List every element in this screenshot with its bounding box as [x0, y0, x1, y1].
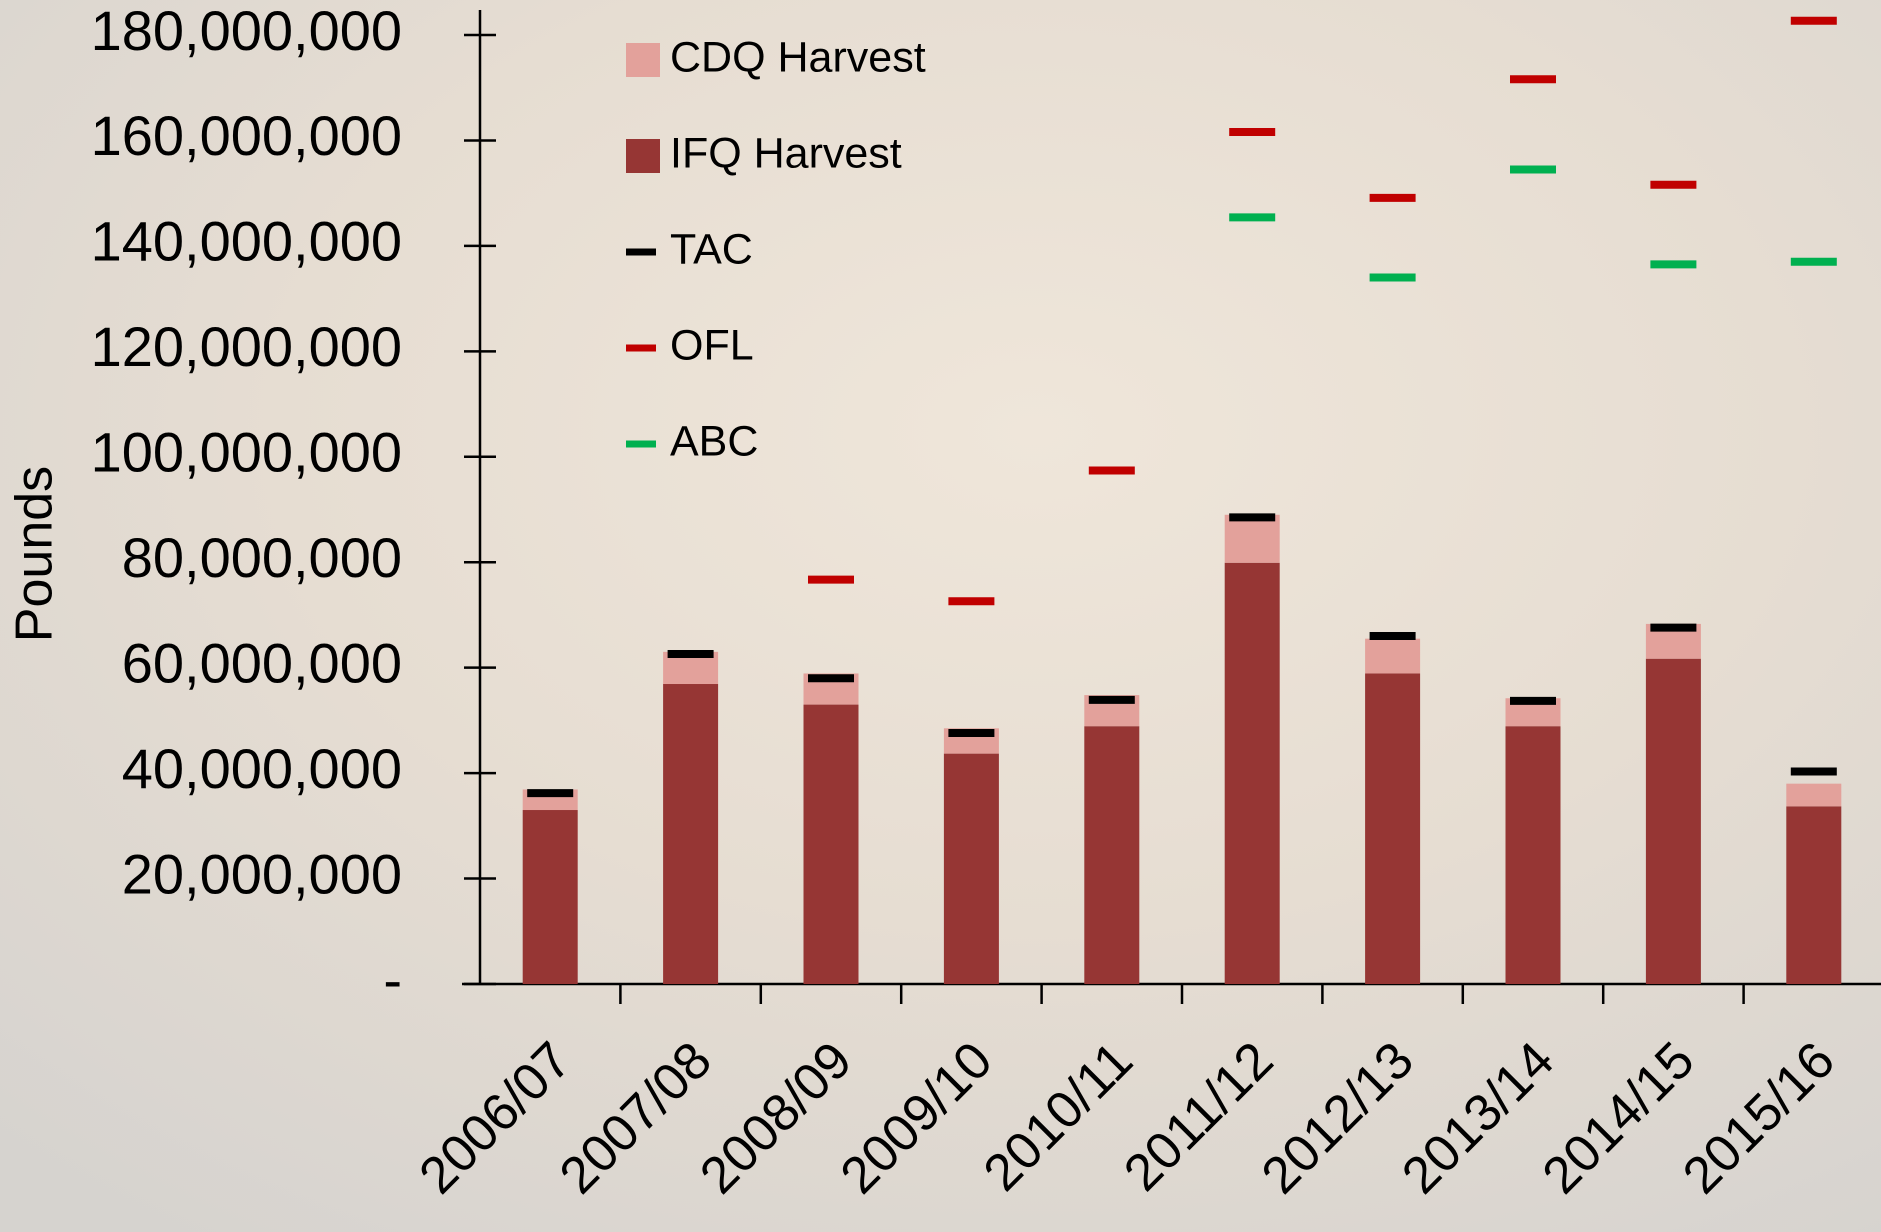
y-tick-label: - [383, 948, 402, 1011]
bar-segment [1365, 638, 1421, 674]
bar-segment [1224, 514, 1280, 563]
bar-segment [663, 684, 719, 984]
y-tick-label: 60,000,000 [122, 631, 402, 694]
bar-segment [1786, 806, 1842, 984]
legend-swatch [626, 43, 660, 77]
bar-segment [803, 704, 859, 984]
legend-label: TAC [670, 225, 753, 273]
y-axis-label: Pounds [6, 466, 64, 642]
legend-label: ABC [670, 417, 758, 465]
bar-segment [1786, 783, 1842, 807]
y-tick-label: 80,000,000 [122, 526, 402, 589]
y-tick-label: 140,000,000 [91, 210, 402, 273]
legend-label: IFQ Harvest [670, 129, 902, 177]
bar-segment [943, 753, 999, 984]
bar-segment [1645, 658, 1701, 984]
y-tick-label: 20,000,000 [122, 842, 402, 905]
y-tick-label: 160,000,000 [91, 104, 402, 167]
bar-segment [1505, 726, 1561, 984]
legend-label: CDQ Harvest [670, 33, 926, 81]
y-tick-label: 100,000,000 [91, 421, 402, 484]
bar-segment [1084, 726, 1140, 984]
legend-swatch [626, 139, 660, 173]
bar-segment [1224, 562, 1280, 984]
legend-label: OFL [670, 321, 754, 369]
y-tick-label: 40,000,000 [122, 737, 402, 800]
y-tick-label: 180,000,000 [91, 0, 402, 62]
bar-segment [522, 810, 578, 984]
y-tick-label: 120,000,000 [91, 315, 402, 378]
bar-segment [1365, 673, 1421, 984]
